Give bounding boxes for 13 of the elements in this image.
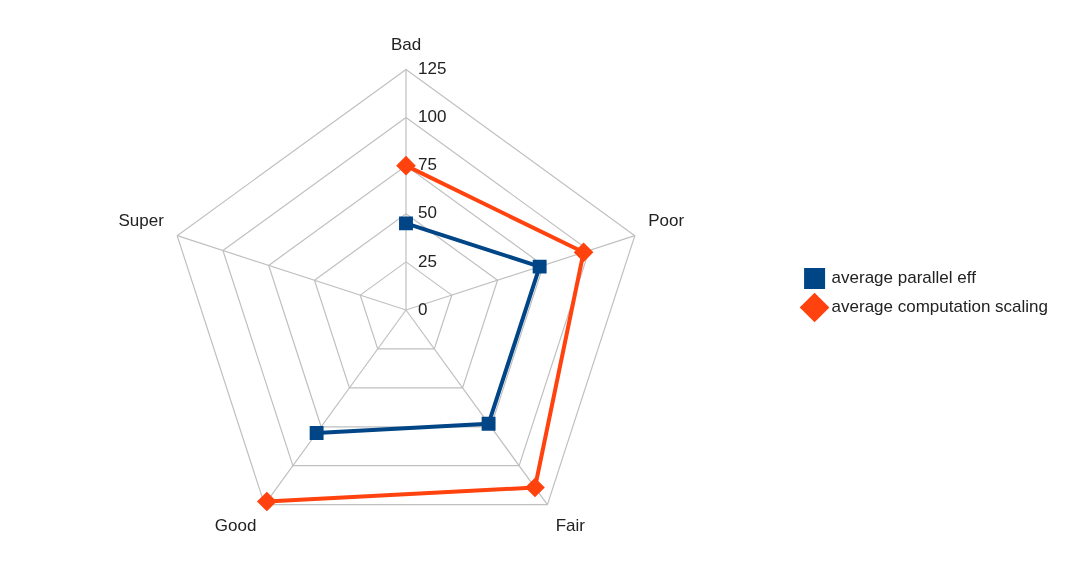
spoke-label: Super (118, 210, 165, 230)
y-tick-label: 125 (418, 59, 447, 79)
y-tick-label: 75 (418, 155, 437, 175)
y-tick-label: 0 (418, 299, 428, 319)
spoke-label: Poor (648, 210, 685, 230)
y-tick-label: 100 (418, 107, 447, 127)
legend-label: average parallel eff (831, 268, 977, 288)
spoke-label: Good (214, 515, 257, 535)
spoke-label: Bad (390, 34, 422, 54)
y-tick-label: 25 (418, 251, 437, 271)
spoke-label: Fair (555, 515, 586, 535)
legend-label: average computation scaling (831, 297, 1049, 317)
y-tick-label: 50 (418, 203, 437, 223)
